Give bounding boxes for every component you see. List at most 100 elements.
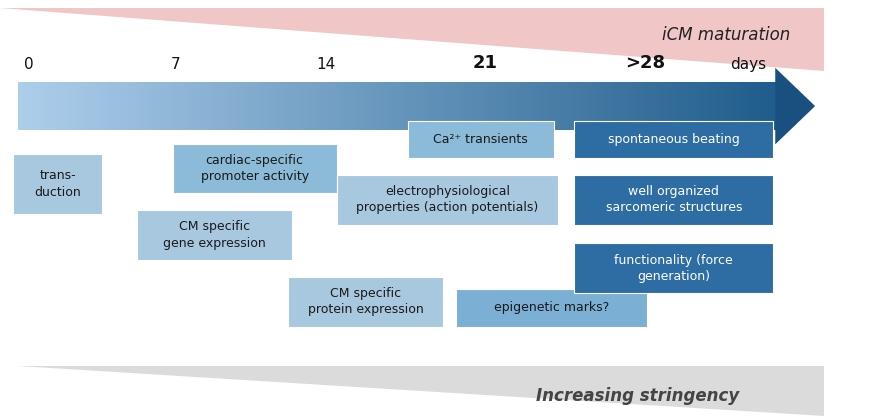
Bar — [182, 82, 185, 130]
Bar — [280, 82, 284, 130]
Bar — [225, 82, 229, 130]
Bar — [247, 82, 251, 130]
Bar — [455, 82, 458, 130]
Bar — [424, 82, 428, 130]
Bar — [48, 82, 51, 130]
Text: spontaneous beating: spontaneous beating — [608, 133, 740, 146]
Bar — [220, 82, 223, 130]
Bar — [449, 82, 453, 130]
Bar — [137, 210, 292, 260]
Bar — [228, 82, 230, 130]
Bar — [538, 82, 541, 130]
Bar — [727, 82, 731, 130]
Bar — [659, 82, 663, 130]
Bar — [18, 82, 21, 130]
Bar — [258, 82, 261, 130]
Bar — [442, 82, 446, 130]
Bar — [194, 82, 198, 130]
Bar — [124, 82, 128, 130]
Bar — [528, 82, 532, 130]
Bar — [35, 82, 39, 130]
Bar — [430, 82, 432, 130]
Bar — [497, 82, 501, 130]
Text: CM specific
gene expression: CM specific gene expression — [164, 220, 266, 250]
Bar — [283, 82, 286, 130]
Bar — [338, 82, 342, 130]
Bar — [291, 82, 294, 130]
Bar — [172, 82, 175, 130]
Bar — [136, 82, 140, 130]
Bar — [243, 82, 246, 130]
Bar — [644, 82, 648, 130]
Bar — [306, 82, 309, 130]
Bar — [733, 82, 735, 130]
Polygon shape — [775, 68, 815, 144]
Polygon shape — [0, 8, 824, 71]
Bar — [452, 82, 455, 130]
Text: Increasing stringency: Increasing stringency — [536, 387, 740, 405]
Bar — [245, 82, 248, 130]
Bar — [38, 82, 42, 130]
Bar — [583, 82, 587, 130]
Bar — [525, 82, 529, 130]
Bar — [719, 82, 723, 130]
Bar — [255, 82, 259, 130]
Bar — [462, 82, 465, 130]
Bar — [131, 82, 135, 130]
Bar — [550, 82, 554, 130]
Bar — [485, 82, 488, 130]
Bar — [295, 82, 299, 130]
Bar — [596, 82, 599, 130]
Bar — [346, 82, 349, 130]
Bar — [664, 82, 667, 130]
Bar — [207, 82, 211, 130]
Bar — [389, 82, 392, 130]
Bar — [704, 82, 708, 130]
Text: trans-
duction: trans- duction — [35, 169, 81, 199]
Bar — [33, 82, 36, 130]
Bar — [556, 82, 559, 130]
Bar — [737, 82, 741, 130]
Bar — [513, 82, 516, 130]
Text: CM specific
protein expression: CM specific protein expression — [307, 287, 424, 316]
Bar — [377, 82, 380, 130]
Bar — [63, 82, 66, 130]
Bar — [68, 82, 72, 130]
Bar — [354, 82, 357, 130]
Bar — [408, 121, 554, 158]
Bar — [74, 82, 77, 130]
Bar — [51, 82, 54, 130]
Bar — [472, 82, 476, 130]
Bar — [359, 82, 362, 130]
Bar — [164, 82, 167, 130]
Bar — [755, 82, 758, 130]
Bar — [235, 82, 238, 130]
Bar — [288, 277, 443, 327]
Bar — [632, 82, 634, 130]
Bar — [379, 82, 382, 130]
Text: days: days — [731, 57, 766, 72]
Bar — [344, 82, 347, 130]
Bar — [229, 82, 233, 130]
Bar — [298, 82, 301, 130]
Bar — [98, 82, 102, 130]
Bar — [606, 82, 610, 130]
Bar — [540, 82, 544, 130]
Bar — [702, 82, 705, 130]
Bar — [717, 82, 720, 130]
Bar — [568, 82, 571, 130]
Bar — [396, 82, 400, 130]
Bar — [419, 82, 423, 130]
Bar — [161, 82, 165, 130]
Bar — [467, 82, 470, 130]
Bar — [173, 144, 337, 193]
Bar — [752, 82, 756, 130]
Bar — [456, 289, 647, 327]
Bar — [464, 82, 468, 130]
Bar — [116, 82, 120, 130]
Bar — [760, 82, 764, 130]
Bar — [392, 82, 395, 130]
Bar — [351, 82, 354, 130]
Bar — [217, 82, 221, 130]
Bar — [629, 82, 633, 130]
